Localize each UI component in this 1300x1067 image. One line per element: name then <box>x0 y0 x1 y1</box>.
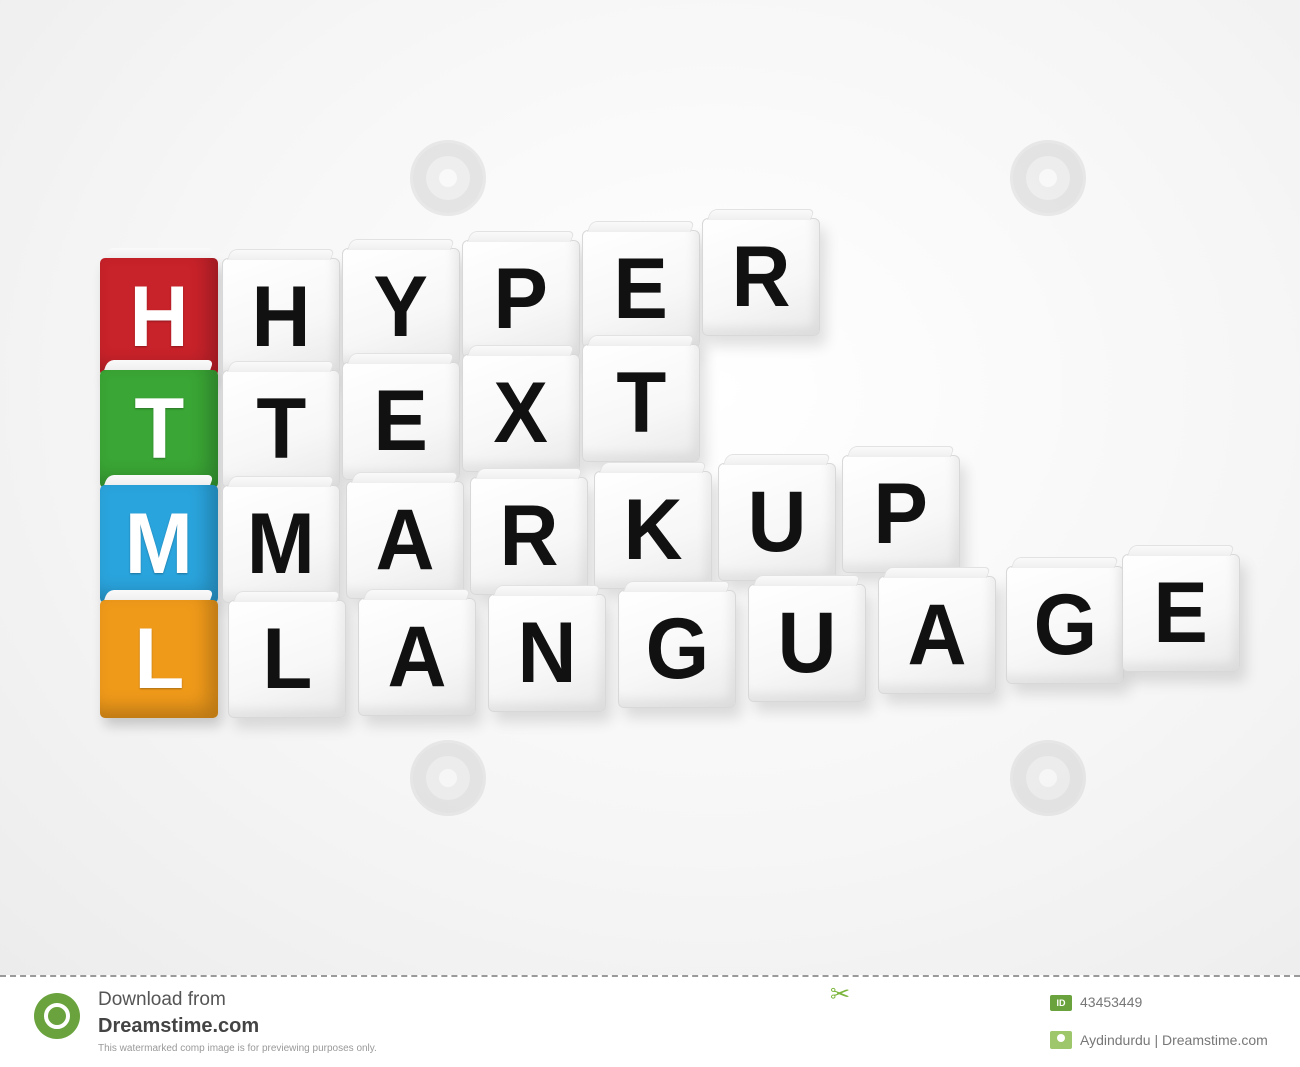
cube-letter: A <box>375 492 435 588</box>
cube-letter: H <box>129 269 189 365</box>
cube-acronym-t: T <box>100 370 218 488</box>
watermark-swirl <box>1010 740 1086 816</box>
cube-letter-box: R <box>702 218 820 336</box>
watermark-swirl <box>1010 140 1086 216</box>
cube-acronym-h: H <box>100 258 218 376</box>
cube-letter-box: G <box>1006 566 1124 684</box>
cube-letter: Y <box>373 259 429 355</box>
cube-letter-box: T <box>222 370 340 488</box>
cube-letter-box: A <box>358 598 476 716</box>
cube-letter: U <box>747 474 807 570</box>
cube-letter: L <box>134 611 184 707</box>
cube-letter: G <box>1033 577 1097 673</box>
image-id: 43453449 <box>1080 994 1143 1010</box>
cube-acronym-l: L <box>100 600 218 718</box>
scissors-icon: ✂ <box>830 981 851 1008</box>
cube-letter: E <box>613 241 669 337</box>
cube-letter: E <box>373 373 429 469</box>
cube-letter-box: E <box>1122 554 1240 672</box>
cube-letter: A <box>907 587 967 683</box>
watermark-swirl <box>410 140 486 216</box>
cube-letter-box: P <box>462 240 580 358</box>
cube-letter: X <box>493 365 549 461</box>
cube-letter: K <box>623 482 683 578</box>
cube-letter-box: P <box>842 455 960 573</box>
cube-letter: G <box>645 601 709 697</box>
cube-letter-box: K <box>594 471 712 589</box>
cube-letter-box: R <box>470 477 588 595</box>
cube-letter: R <box>731 229 791 325</box>
id-badge: ID <box>1050 995 1072 1011</box>
cube-letter-box: U <box>718 463 836 581</box>
cube-letter: L <box>262 611 312 707</box>
cube-letter: A <box>387 609 447 705</box>
cube-letter: M <box>246 496 316 592</box>
cube-letter: H <box>251 269 311 365</box>
author-icon <box>1050 1031 1072 1049</box>
cube-letter-box: N <box>488 594 606 712</box>
cube-letter-box: H <box>222 258 340 376</box>
preview-note: This watermarked comp image is for previ… <box>98 1043 377 1054</box>
cube-letter-box: E <box>342 362 460 480</box>
cube-letter: T <box>616 355 666 451</box>
cube-letter-box: X <box>462 354 580 472</box>
cube-letter-box: E <box>582 230 700 348</box>
cube-letter: N <box>517 605 577 701</box>
cube-letter: T <box>256 381 306 477</box>
cube-letter-box: A <box>878 576 996 694</box>
cube-letter: U <box>777 595 837 691</box>
cube-letter: E <box>1153 565 1209 661</box>
cube-letter: T <box>134 381 184 477</box>
site-name: Dreamstime.com <box>98 1015 260 1037</box>
cube-letter-box: T <box>582 344 700 462</box>
watermark-footer: Download from Dreamstime.com This waterm… <box>0 975 1300 1067</box>
cube-letter-box: Y <box>342 248 460 366</box>
cube-letter-box: A <box>346 481 464 599</box>
cube-letter: P <box>493 251 549 347</box>
cube-letter-box: G <box>618 590 736 708</box>
cube-letter: M <box>124 496 194 592</box>
watermark-swirl <box>410 740 486 816</box>
author-credit: Aydindurdu | Dreamstime.com <box>1080 1032 1268 1048</box>
cube-letter-box: L <box>228 600 346 718</box>
cube-letter-box: M <box>222 485 340 603</box>
cube-letter-box: U <box>748 584 866 702</box>
download-line: Download from <box>98 989 226 1010</box>
photo-scene: H H Y P E R T T E X T M M A R K U P L L … <box>0 0 1300 975</box>
dreamstime-logo-icon <box>34 993 80 1039</box>
cube-letter: P <box>873 466 929 562</box>
cube-acronym-m: M <box>100 485 218 603</box>
cube-letter: R <box>499 488 559 584</box>
